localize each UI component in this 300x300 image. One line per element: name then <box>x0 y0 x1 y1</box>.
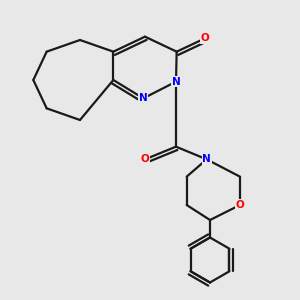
Text: N: N <box>172 77 180 87</box>
Text: N: N <box>202 154 211 164</box>
Text: N: N <box>139 93 148 103</box>
Text: O: O <box>236 200 244 210</box>
Text: O: O <box>201 33 209 43</box>
Text: O: O <box>141 154 149 164</box>
